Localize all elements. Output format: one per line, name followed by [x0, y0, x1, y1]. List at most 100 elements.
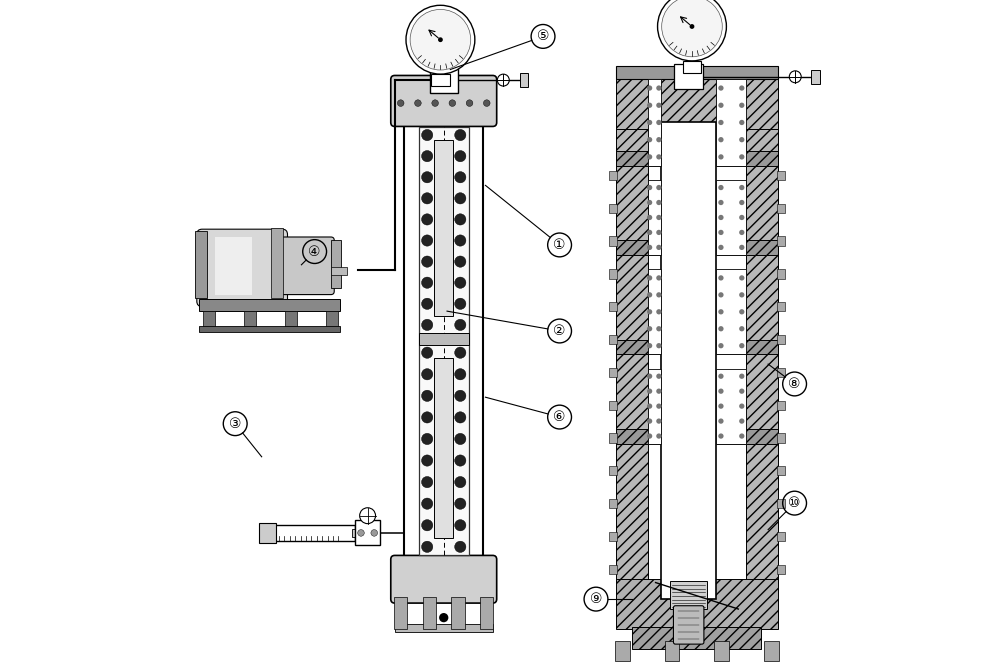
Circle shape [656, 120, 662, 125]
Text: ①: ① [553, 238, 566, 252]
Circle shape [739, 418, 744, 424]
Circle shape [656, 275, 662, 281]
Bar [777, 236, 785, 246]
Bar [609, 466, 617, 475]
Circle shape [718, 275, 724, 281]
Circle shape [647, 275, 652, 281]
Bar [609, 335, 617, 344]
Bar [777, 368, 785, 377]
Circle shape [718, 85, 724, 91]
Circle shape [647, 418, 652, 424]
Circle shape [739, 185, 744, 190]
Bar [616, 66, 778, 79]
Circle shape [422, 214, 433, 225]
Text: ②: ② [553, 324, 566, 338]
Bar [609, 204, 617, 213]
Circle shape [455, 150, 466, 162]
Bar [434, 140, 453, 316]
Bar [777, 401, 785, 410]
Bar [215, 237, 252, 295]
Circle shape [656, 137, 662, 142]
FancyBboxPatch shape [391, 555, 497, 603]
Circle shape [656, 389, 662, 394]
Circle shape [422, 434, 433, 445]
Circle shape [739, 214, 744, 220]
Circle shape [439, 613, 448, 622]
Circle shape [656, 185, 662, 190]
Circle shape [656, 103, 662, 108]
Circle shape [455, 498, 466, 509]
Circle shape [718, 434, 724, 439]
Circle shape [656, 403, 662, 408]
Circle shape [718, 326, 724, 332]
Circle shape [422, 256, 433, 267]
Bar [331, 267, 347, 275]
Circle shape [455, 434, 466, 445]
Circle shape [656, 85, 662, 91]
Circle shape [656, 154, 662, 160]
Bar [404, 119, 483, 596]
Bar [609, 401, 617, 410]
Bar [609, 269, 617, 279]
Circle shape [422, 150, 433, 162]
Circle shape [718, 309, 724, 314]
Circle shape [739, 137, 744, 142]
Bar [609, 368, 617, 377]
Circle shape [656, 373, 662, 379]
Circle shape [656, 326, 662, 332]
Bar [616, 240, 778, 255]
Text: ③: ③ [229, 416, 241, 431]
Bar [451, 597, 465, 629]
Circle shape [358, 530, 364, 536]
Circle shape [656, 245, 662, 250]
Text: ④: ④ [308, 244, 321, 259]
Bar [674, 64, 703, 89]
Circle shape [739, 343, 744, 348]
Circle shape [397, 100, 404, 107]
Bar [648, 180, 661, 255]
Circle shape [422, 171, 433, 183]
Bar [616, 429, 778, 444]
Circle shape [455, 256, 466, 267]
Circle shape [455, 130, 466, 140]
Circle shape [432, 100, 438, 107]
Circle shape [647, 403, 652, 408]
Circle shape [422, 390, 433, 401]
Bar [616, 151, 778, 166]
Circle shape [739, 275, 744, 281]
Bar [259, 523, 276, 543]
Circle shape [647, 230, 652, 235]
Circle shape [718, 120, 724, 125]
Bar [648, 79, 661, 166]
Bar [764, 641, 779, 661]
Bar [355, 520, 380, 545]
Circle shape [360, 508, 376, 524]
Circle shape [718, 418, 724, 424]
FancyBboxPatch shape [277, 237, 334, 295]
Circle shape [718, 230, 724, 235]
Circle shape [455, 193, 466, 204]
Circle shape [455, 171, 466, 183]
Bar [331, 240, 341, 288]
Bar [609, 236, 617, 246]
Bar [616, 340, 778, 354]
Bar [714, 641, 729, 661]
Circle shape [422, 193, 433, 204]
Circle shape [718, 154, 724, 160]
FancyBboxPatch shape [391, 75, 497, 126]
Bar [648, 269, 661, 354]
Circle shape [718, 103, 724, 108]
Circle shape [718, 373, 724, 379]
Bar [272, 525, 355, 541]
Bar [480, 597, 493, 629]
Circle shape [422, 412, 433, 423]
Bar [777, 466, 785, 475]
Text: ⑨: ⑨ [590, 592, 602, 606]
Circle shape [718, 185, 724, 190]
Circle shape [455, 347, 466, 358]
Circle shape [656, 292, 662, 297]
Bar [648, 369, 661, 444]
Circle shape [739, 85, 744, 91]
Bar [670, 581, 707, 609]
Bar [716, 79, 746, 166]
